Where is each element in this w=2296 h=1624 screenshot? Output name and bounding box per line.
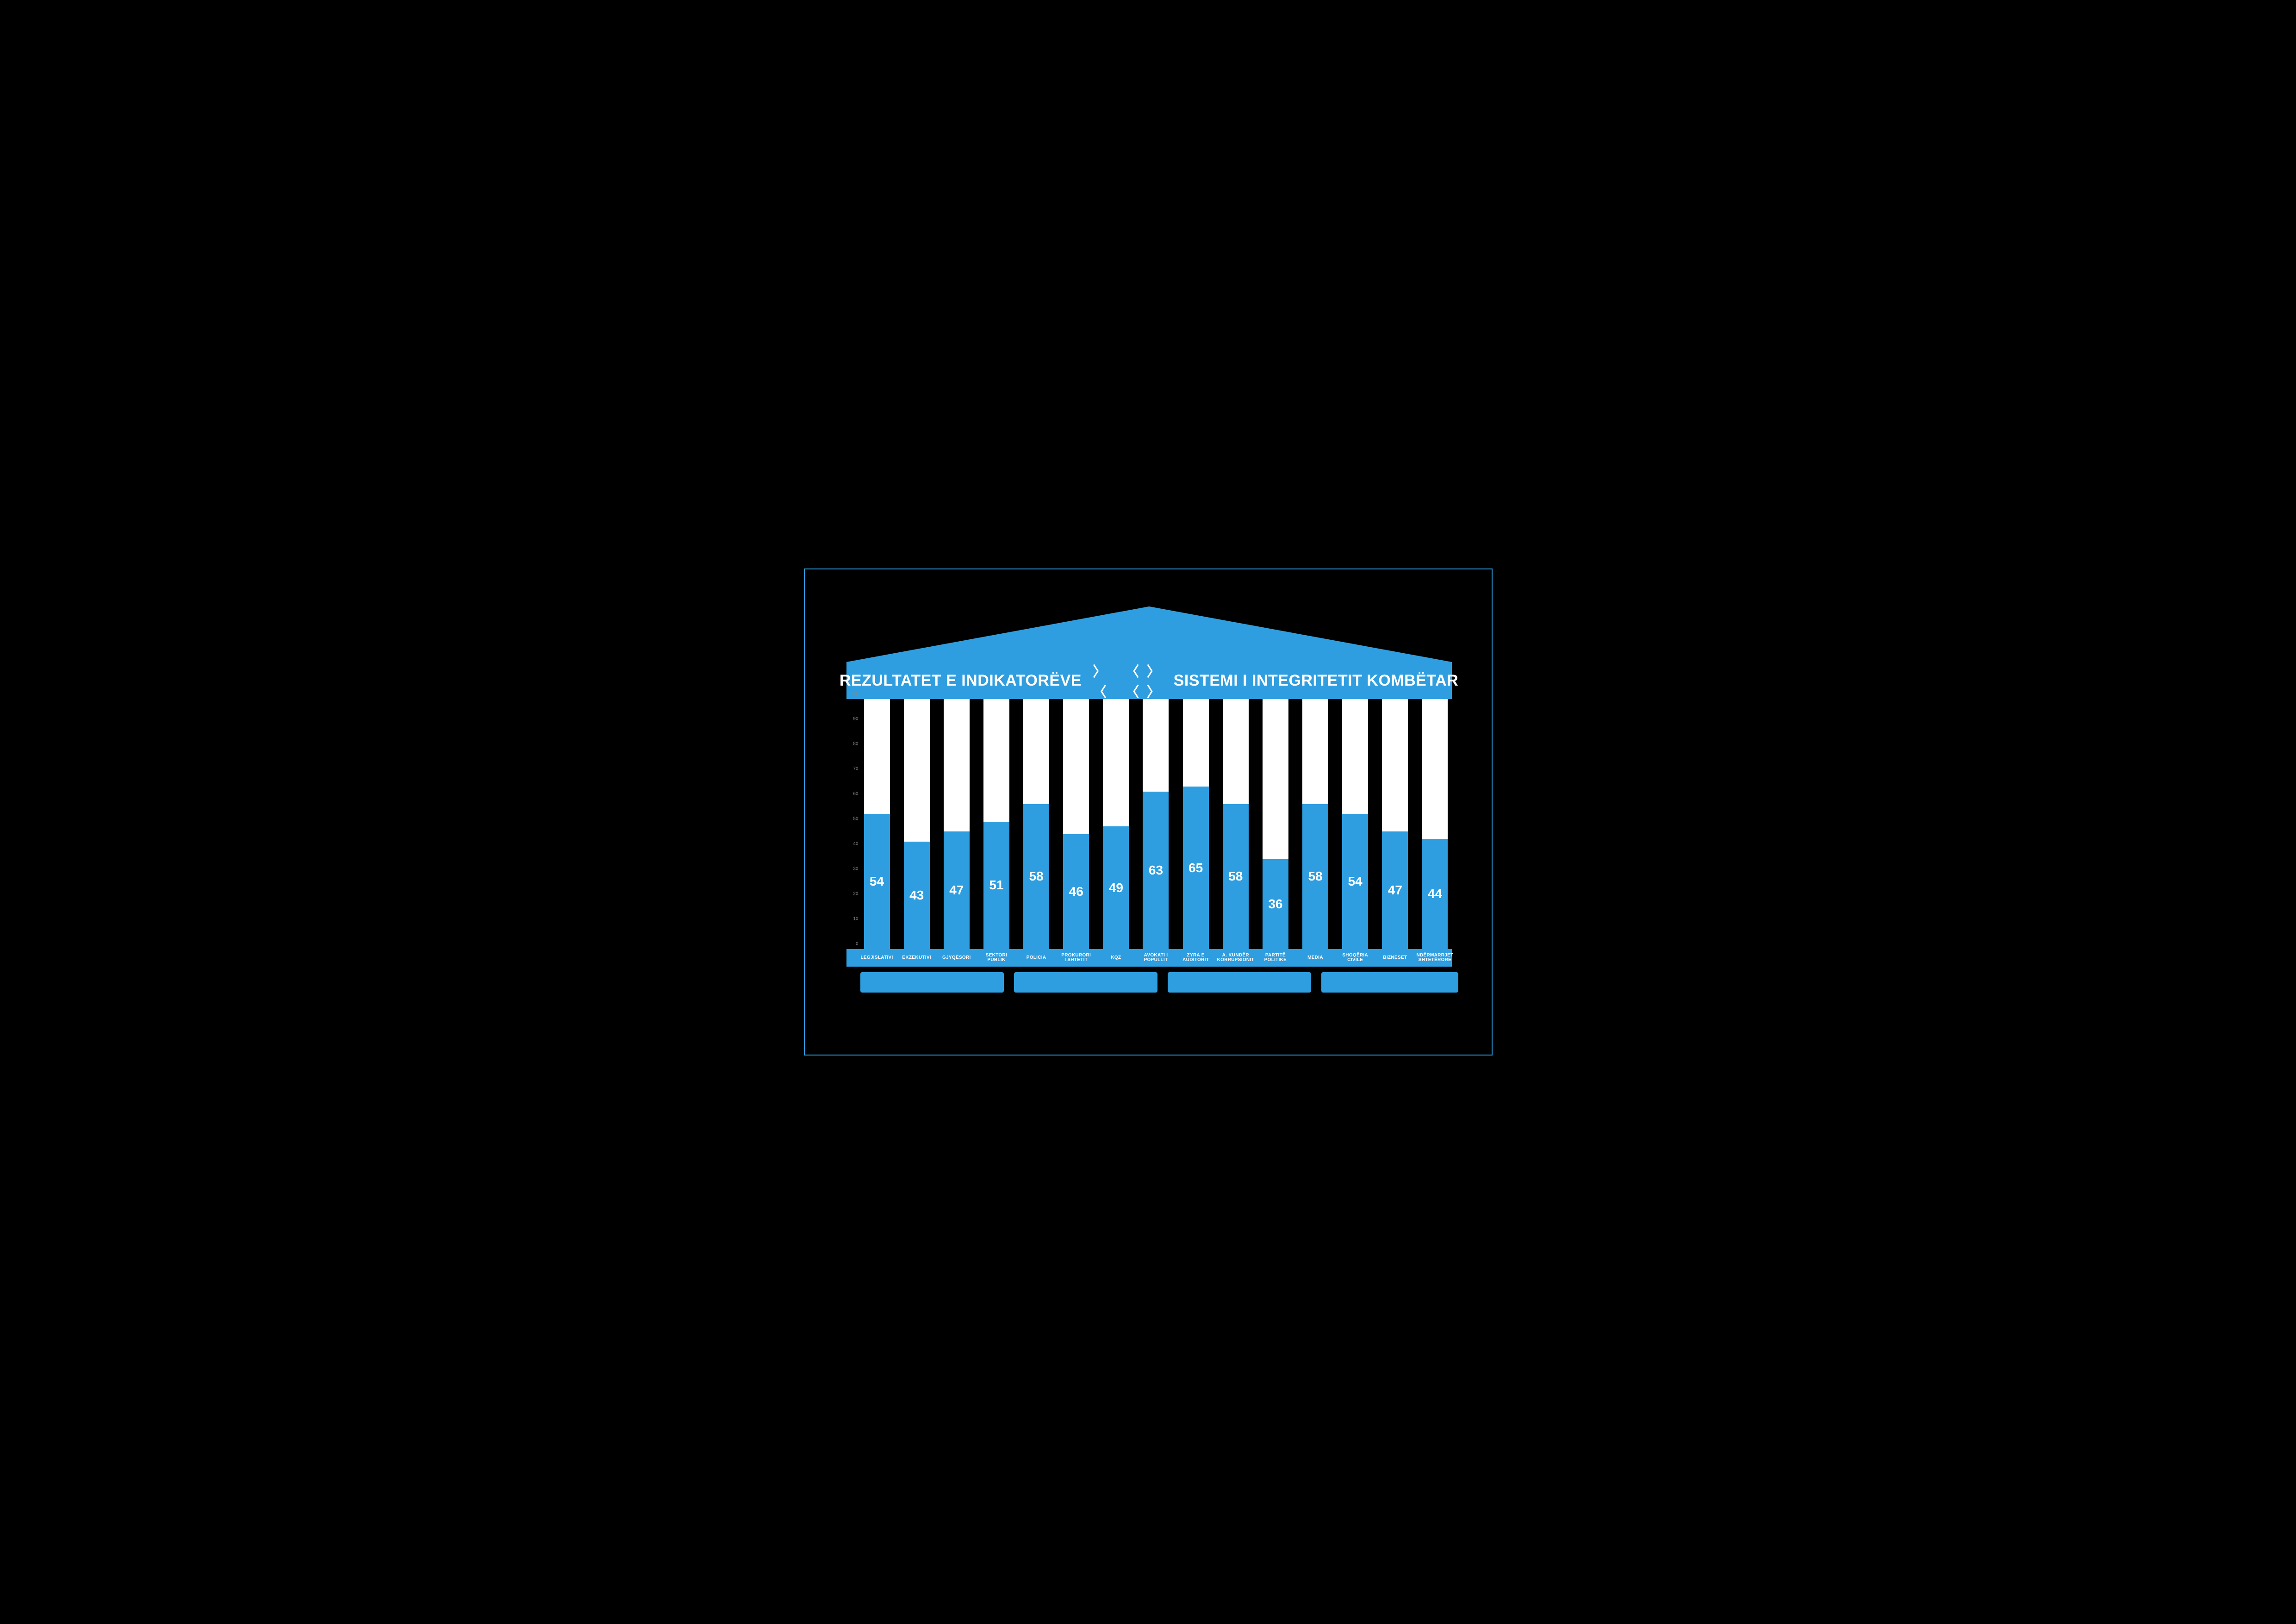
y-tick: 30 (853, 867, 858, 872)
labels-container: LEGJISLATIVI EKZEKUTIVI GJYQËSORI SEKTORI P… (860, 949, 1452, 967)
y-tick: 50 (853, 817, 858, 822)
pillar: 58 (1302, 699, 1328, 949)
pillar-label: PROKURORI I SHTETIT (1063, 949, 1089, 967)
pediment (846, 606, 1452, 662)
chart-frame: REZULTATET E INDIKATORËVE 〉〈 〈 〉〈 〉 SIST… (804, 568, 1493, 1056)
pillar-fill: 44 (1422, 839, 1448, 949)
pillar-value: 58 (1228, 869, 1243, 884)
pillar-value: 58 (1308, 869, 1322, 884)
pillar-fill: 54 (1342, 814, 1368, 949)
y-tick: 40 (853, 842, 858, 847)
pillar-value: 54 (1348, 874, 1363, 889)
pillar-value: 54 (870, 874, 884, 889)
pillar-value: 47 (1388, 883, 1402, 898)
pillar-fill: 58 (1023, 804, 1049, 949)
pillar-value: 51 (989, 878, 1003, 893)
pillar: 54 (1342, 699, 1368, 949)
pillar-value: 47 (949, 883, 964, 898)
pillar: 63 (1143, 699, 1169, 949)
pillar-fill: 43 (904, 842, 930, 949)
pillar-value: 63 (1149, 863, 1163, 878)
foundations-row (846, 972, 1452, 993)
pillar-value: 49 (1109, 881, 1123, 895)
pillar-label: PARTITË POLITIKE (1263, 949, 1288, 967)
pillar: 54 (864, 699, 890, 949)
foundation-block (1168, 972, 1311, 993)
labels-bar: LEGJISLATIVI EKZEKUTIVI GJYQËSORI SEKTORI P… (846, 949, 1452, 967)
pillar-label: KQZ (1103, 949, 1129, 967)
title-divider: 〉〈 〈 〉〈 〉 (1093, 660, 1163, 701)
chart-area: 0102030405060708090100 54434751584649636… (846, 699, 1452, 949)
pillar-label: GJYQËSORI (944, 949, 970, 967)
pillar-label: ZYRA E AUDITORIT (1183, 949, 1209, 967)
pillar-fill: 58 (1223, 804, 1249, 949)
temple-structure: REZULTATET E INDIKATORËVE 〉〈 〈 〉〈 〉 SIST… (846, 606, 1452, 1023)
pillar: 49 (1103, 699, 1129, 949)
pillar-label: MEDIA (1302, 949, 1328, 967)
pillar-fill: 36 (1263, 859, 1288, 949)
title-bar: REZULTATET E INDIKATORËVE 〉〈 〈 〉〈 〉 SIST… (846, 662, 1452, 699)
pillar: 47 (944, 699, 970, 949)
pillar-value: 43 (909, 888, 924, 903)
pillar-fill: 63 (1143, 792, 1169, 949)
pillar-fill: 47 (944, 831, 970, 949)
y-tick: 60 (853, 792, 858, 797)
pillar: 51 (983, 699, 1009, 949)
pediment-shape (846, 606, 1452, 662)
foundation-block (1321, 972, 1458, 993)
pillar-value: 36 (1268, 897, 1282, 912)
pillar-fill: 54 (864, 814, 890, 949)
title-right: SISTEMI I INTEGRITETIT KOMBËTAR (1174, 672, 1459, 690)
pillar-label: A. KUNDËR KORRUPSIONIT (1223, 949, 1249, 967)
pillar-label: EKZEKUTIVI (904, 949, 930, 967)
pillar: 43 (904, 699, 930, 949)
pillar: 47 (1382, 699, 1408, 949)
foundation-block (860, 972, 1004, 993)
y-axis: 0102030405060708090100 (846, 699, 860, 949)
pillar: 58 (1023, 699, 1049, 949)
pillar: 44 (1422, 699, 1448, 949)
pillar-label: SHOQËRIA CIVILE (1342, 949, 1368, 967)
y-tick: 80 (853, 742, 858, 747)
pillar-label: SEKTORI PUBLIK (983, 949, 1009, 967)
pillar: 65 (1183, 699, 1209, 949)
pillar-fill: 47 (1382, 831, 1408, 949)
y-tick: 20 (853, 892, 858, 897)
pillar: 46 (1063, 699, 1089, 949)
y-tick: 70 (853, 767, 858, 772)
pillar-fill: 51 (983, 822, 1009, 949)
y-tick: 100 (851, 692, 859, 697)
pillar-value: 44 (1428, 887, 1442, 901)
pillar: 58 (1223, 699, 1249, 949)
pillar-value: 65 (1188, 861, 1203, 875)
pillar-value: 46 (1069, 884, 1083, 899)
pillar-label: AVOKATI I POPULLIT (1143, 949, 1169, 967)
pillar-fill: 65 (1183, 787, 1209, 949)
title-left: REZULTATET E INDIKATORËVE (840, 672, 1082, 690)
pillar-label: POLICIA (1023, 949, 1049, 967)
foundation-block (1014, 972, 1157, 993)
pillar-value: 58 (1029, 869, 1043, 884)
pillar-label: BIZNESET (1382, 949, 1408, 967)
y-tick: 0 (856, 942, 859, 947)
y-tick: 90 (853, 717, 858, 722)
pillar-fill: 46 (1063, 834, 1089, 949)
y-tick: 10 (853, 917, 858, 922)
pillar-fill: 58 (1302, 804, 1328, 949)
pillar-label: LEGJISLATIVI (864, 949, 890, 967)
pillar-fill: 49 (1103, 826, 1129, 949)
pillar-label: NDËRMARRJET SHTETËRORE (1422, 949, 1448, 967)
pillar: 36 (1263, 699, 1288, 949)
pillars-container: 54 43 47 51 58 46 49 63 65 58 36 58 54 47 44 (860, 699, 1452, 949)
